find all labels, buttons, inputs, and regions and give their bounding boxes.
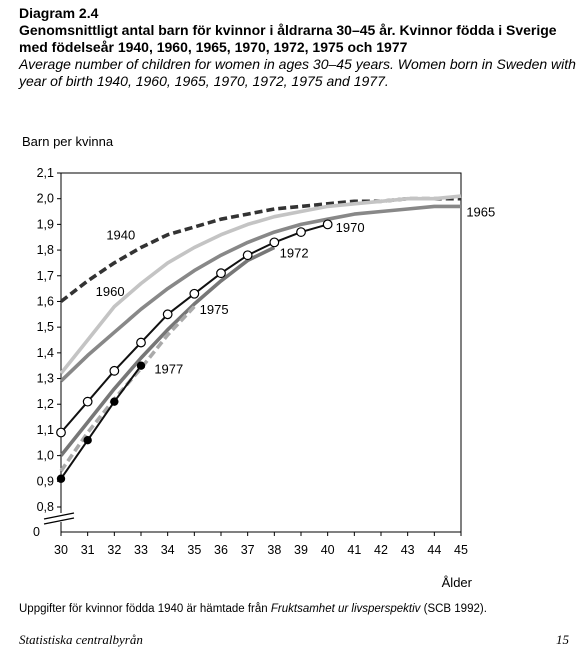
data-point-1977 — [56, 474, 66, 483]
source-note-prefix: Uppgifter för kvinnor födda 1940 är hämt… — [19, 603, 271, 615]
series-line-1940 — [59, 196, 461, 303]
x-tick-label: 31 — [81, 543, 95, 557]
series-label-1970: 1970 — [336, 220, 365, 235]
x-tick-label: 37 — [241, 543, 255, 557]
y-tick-label: 1,0 — [37, 449, 54, 463]
data-point-1970 — [296, 227, 306, 237]
axis-break-mark — [43, 517, 75, 525]
x-tick-label: 43 — [401, 543, 415, 557]
y-tick-label: 0,9 — [37, 474, 54, 488]
source-note: Uppgifter för kvinnor födda 1940 är hämt… — [19, 603, 487, 615]
y-tick-label: 1,8 — [37, 243, 54, 257]
data-point-1977 — [110, 397, 119, 406]
y-tick-label: 1,1 — [37, 423, 54, 437]
data-point-1970 — [136, 337, 146, 348]
y-tick-label: 2,1 — [37, 166, 54, 180]
data-point-1970 — [189, 288, 200, 299]
series-label-1960: 1960 — [96, 284, 125, 299]
y-zero-label: 0 — [33, 525, 40, 539]
x-tick-label: 41 — [347, 543, 361, 557]
x-tick-label: 35 — [187, 543, 201, 557]
x-tick-label: 34 — [161, 543, 175, 557]
x-axis-label: Ålder — [442, 575, 473, 590]
diagram-label: Diagram 2.4 — [19, 5, 99, 21]
axis-break-mark — [43, 512, 75, 520]
data-point-1970 — [162, 309, 173, 320]
y-tick-label: 1,9 — [37, 217, 54, 231]
series-line-1960 — [59, 194, 462, 375]
y-tick-label: 1,6 — [37, 294, 54, 308]
series-label-1940: 1940 — [106, 228, 135, 243]
x-tick-label: 44 — [427, 543, 441, 557]
publisher-name: Statistiska centralbyrån — [19, 632, 143, 647]
x-tick-label: 42 — [374, 543, 388, 557]
data-point-1970 — [82, 396, 93, 407]
chart-title-swedish: Genomsnittligt antal barn för kvinnor i … — [19, 22, 557, 55]
y-tick-label: 1,2 — [37, 397, 54, 411]
x-tick-label: 33 — [134, 543, 148, 557]
series-label-1977: 1977 — [154, 361, 183, 376]
series-label-1972: 1972 — [280, 246, 309, 261]
data-point-1970 — [242, 250, 253, 261]
y-tick-label: 1,4 — [37, 346, 54, 360]
y-tick-label: 1,3 — [37, 372, 54, 386]
series-label-1965: 1965 — [466, 205, 495, 220]
data-point-1970 — [322, 219, 333, 230]
series-label-1975: 1975 — [200, 302, 229, 317]
y-tick-label: 1,5 — [37, 320, 54, 334]
y-tick-label: 2,0 — [37, 192, 54, 206]
data-point-1970 — [56, 427, 66, 438]
data-point-1977 — [83, 436, 92, 445]
x-tick-label: 40 — [321, 543, 335, 557]
axis-break-gap — [49, 513, 71, 522]
x-tick-label: 45 — [454, 543, 468, 557]
source-note-suffix: (SCB 1992). — [420, 603, 487, 615]
data-point-1970 — [109, 365, 120, 376]
series-line-1975 — [59, 305, 196, 473]
x-tick-label: 36 — [214, 543, 228, 557]
line-chart: 0,8 0,9 1,0 1,1 1,2 1,3 1,4 1,5 1,6 1,7 1,8 1,9 2,0 2… — [22, 134, 495, 590]
x-tick-label: 30 — [54, 543, 68, 557]
chart-title-english: Average number of children for women in … — [19, 56, 576, 89]
data-point-1977 — [136, 361, 146, 370]
data-point-1970 — [269, 237, 280, 248]
x-tick-label: 32 — [107, 543, 121, 557]
series-line-1977 — [60, 365, 142, 480]
x-tick-label: 39 — [294, 543, 308, 557]
y-tick-label: 0,8 — [37, 500, 54, 514]
y-tick-label: 1,7 — [37, 269, 54, 283]
chart-header: Diagram 2.4 Genomsnittligt antal barn fö… — [19, 5, 579, 90]
page-number: 15 — [556, 632, 569, 647]
source-note-title: Fruktsamhet ur livsperspektiv — [270, 603, 421, 615]
series-line-1965 — [59, 204, 461, 383]
series-line-1972 — [59, 245, 276, 457]
x-tick-label: 38 — [267, 543, 281, 557]
data-point-1970 — [216, 268, 226, 279]
y-axis-label: Barn per kvinna — [22, 134, 114, 149]
